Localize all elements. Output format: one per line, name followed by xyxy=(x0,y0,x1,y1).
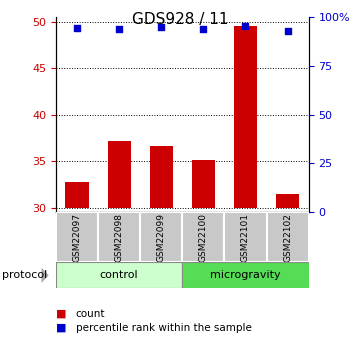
Bar xyxy=(192,160,215,208)
Bar xyxy=(234,26,257,208)
Point xyxy=(243,23,248,28)
Bar xyxy=(65,183,88,208)
Bar xyxy=(182,212,225,262)
Text: GSM22097: GSM22097 xyxy=(73,213,82,262)
Text: control: control xyxy=(100,270,138,280)
Bar xyxy=(266,212,309,262)
Bar xyxy=(225,212,266,262)
Bar xyxy=(182,262,309,288)
Point xyxy=(200,27,206,32)
Text: GSM22099: GSM22099 xyxy=(157,213,166,262)
Text: count: count xyxy=(76,309,105,319)
Text: GSM22098: GSM22098 xyxy=(115,213,123,262)
Bar xyxy=(108,141,131,208)
Text: percentile rank within the sample: percentile rank within the sample xyxy=(76,323,252,333)
Text: ■: ■ xyxy=(56,323,66,333)
Point xyxy=(158,24,164,29)
Bar xyxy=(140,212,182,262)
Polygon shape xyxy=(42,268,49,283)
Point xyxy=(116,27,122,32)
Bar xyxy=(276,194,299,208)
Bar xyxy=(98,212,140,262)
Bar xyxy=(56,212,98,262)
Text: ■: ■ xyxy=(56,309,66,319)
Text: GSM22102: GSM22102 xyxy=(283,213,292,262)
Point xyxy=(285,28,291,34)
Point xyxy=(74,26,80,31)
Text: GSM22100: GSM22100 xyxy=(199,213,208,262)
Text: GDS928 / 11: GDS928 / 11 xyxy=(132,12,229,27)
Text: microgravity: microgravity xyxy=(210,270,281,280)
Bar xyxy=(150,146,173,208)
Text: protocol: protocol xyxy=(2,270,47,280)
Text: GSM22101: GSM22101 xyxy=(241,213,250,262)
Bar xyxy=(56,262,182,288)
